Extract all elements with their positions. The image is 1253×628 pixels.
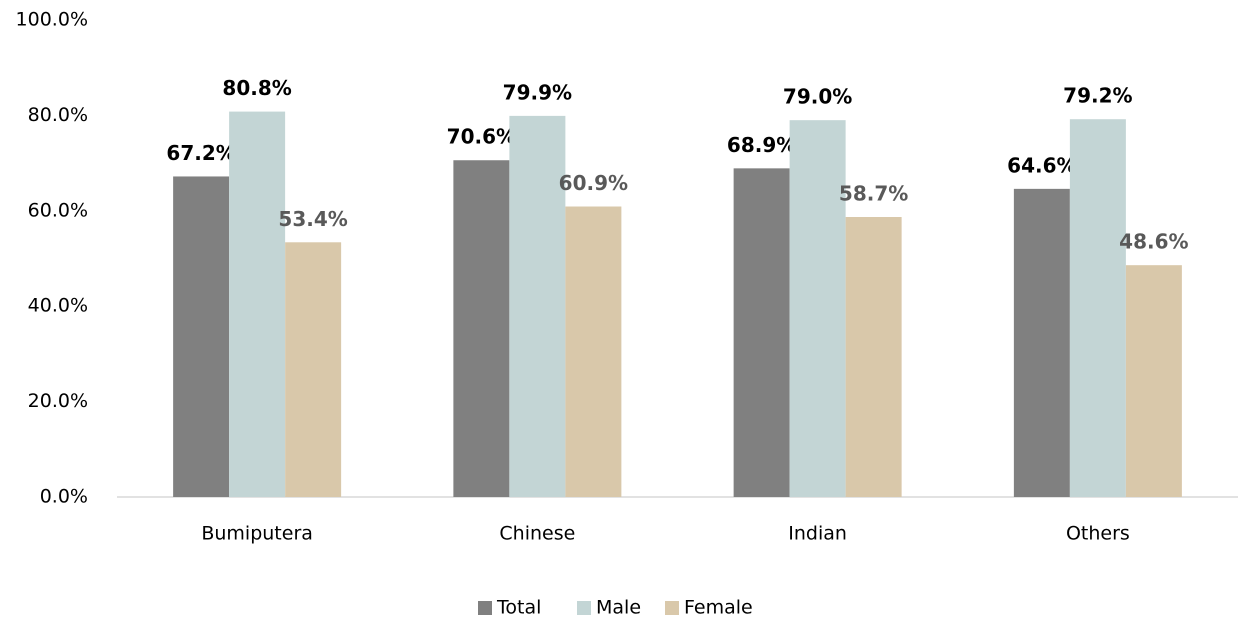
legend-swatch xyxy=(478,601,492,615)
legend-swatch xyxy=(577,601,591,615)
y-tick-label: 100.0% xyxy=(16,9,88,31)
bar xyxy=(1125,265,1182,497)
data-label: 48.6% xyxy=(1119,230,1188,254)
data-label: 53.4% xyxy=(278,207,347,231)
y-tick-label: 20.0% xyxy=(28,390,88,412)
x-tick-label: Chinese xyxy=(499,523,575,545)
x-tick-label: Indian xyxy=(788,523,847,545)
data-label: 80.8% xyxy=(222,76,291,100)
bar xyxy=(1069,119,1126,497)
bar xyxy=(789,120,846,498)
x-tick-label: Others xyxy=(1066,523,1130,545)
x-tick-label: Bumiputera xyxy=(201,523,313,545)
bar xyxy=(285,242,342,497)
y-tick-label: 0.0% xyxy=(40,486,88,508)
legend-swatch xyxy=(665,601,679,615)
y-tick-label: 60.0% xyxy=(28,199,88,221)
data-label: 79.9% xyxy=(503,80,572,104)
legend-label: Female xyxy=(684,597,753,619)
data-label: 67.2% xyxy=(166,141,235,165)
bar xyxy=(1013,188,1070,497)
legend-label: Male xyxy=(596,597,641,619)
legend-label: Total xyxy=(496,597,541,619)
bar xyxy=(565,206,622,497)
bar xyxy=(453,160,510,497)
data-label: 58.7% xyxy=(839,182,908,206)
bar xyxy=(845,217,902,497)
bar xyxy=(733,168,790,498)
bar xyxy=(229,111,286,498)
data-label: 68.9% xyxy=(727,133,796,157)
data-label: 79.2% xyxy=(1063,84,1132,108)
y-tick-label: 40.0% xyxy=(28,295,88,317)
bar xyxy=(509,115,566,497)
data-label: 70.6% xyxy=(447,125,516,149)
data-label: 64.6% xyxy=(1007,153,1076,177)
y-tick-label: 80.0% xyxy=(28,104,88,126)
data-label: 79.0% xyxy=(783,85,852,109)
bar xyxy=(173,176,230,497)
data-label: 60.9% xyxy=(559,171,628,195)
